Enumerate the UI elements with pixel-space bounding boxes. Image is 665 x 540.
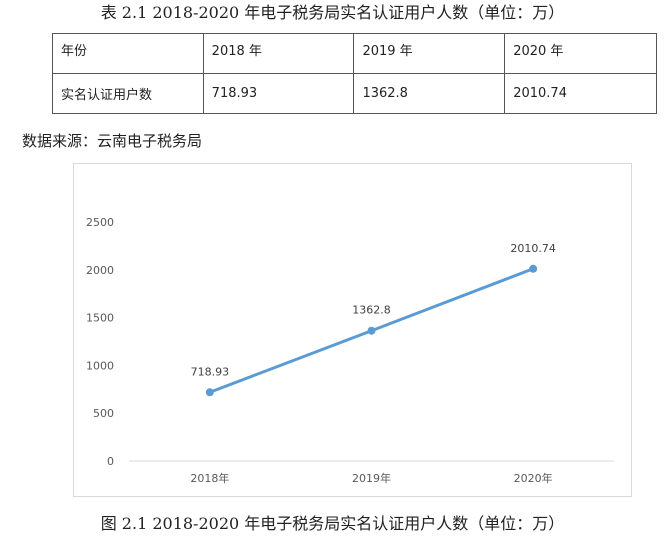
- table-row: 实名认证用户数 718.93 1362.8 2010.74: [52, 73, 657, 114]
- header-cell-year: 年份: [52, 33, 204, 74]
- y-tick-label: 500: [93, 407, 114, 420]
- table-header-row: 年份 2018 年 2019 年 2020 年: [52, 33, 657, 74]
- row-label-cell: 实名认证用户数: [52, 73, 204, 114]
- y-tick-label: 2500: [86, 216, 114, 229]
- value-cell-2019: 1362.8: [353, 73, 506, 114]
- value-cell-2020: 2010.74: [504, 73, 657, 114]
- data-point: [205, 388, 214, 397]
- header-cell-2018: 2018 年: [202, 33, 355, 74]
- data-label: 2010.74: [510, 242, 555, 255]
- x-tick-label: 2019年: [352, 471, 391, 485]
- x-tick-label: 2018年: [190, 471, 229, 485]
- header-cell-2020: 2020 年: [504, 33, 657, 74]
- x-tick-label: 2020年: [514, 471, 553, 485]
- y-tick-label: 2000: [86, 264, 114, 277]
- y-tick-label: 1000: [86, 359, 114, 372]
- header-cell-2019: 2019 年: [353, 33, 506, 74]
- users-table: 年份 2018 年 2019 年 2020 年 实名认证用户数 718.93 1…: [52, 33, 657, 114]
- table-caption: 表 2.1 2018-2020 年电子税务局实名认证用户人数（单位：万）: [100, 3, 565, 22]
- data-label: 718.93: [191, 365, 230, 378]
- source-note: 数据来源：云南电子税务局: [22, 132, 203, 150]
- line-chart: 0 500 1000 1500 2000 2500 2018年 2019年 2020年 718.9…: [86, 216, 614, 485]
- data-point: [529, 264, 538, 273]
- y-tick-label: 1500: [86, 312, 114, 325]
- chart-container: 0 500 1000 1500 2000 2500 2018年 2019年 2020年 718.9…: [73, 163, 632, 497]
- data-point: [367, 326, 376, 335]
- data-label: 1362.8: [352, 304, 391, 317]
- value-cell-2018: 718.93: [202, 73, 355, 114]
- figure-caption: 图 2.1 2018-2020 年电子税务局实名认证用户人数（单位：万）: [100, 514, 565, 533]
- y-tick-label: 0: [107, 455, 114, 468]
